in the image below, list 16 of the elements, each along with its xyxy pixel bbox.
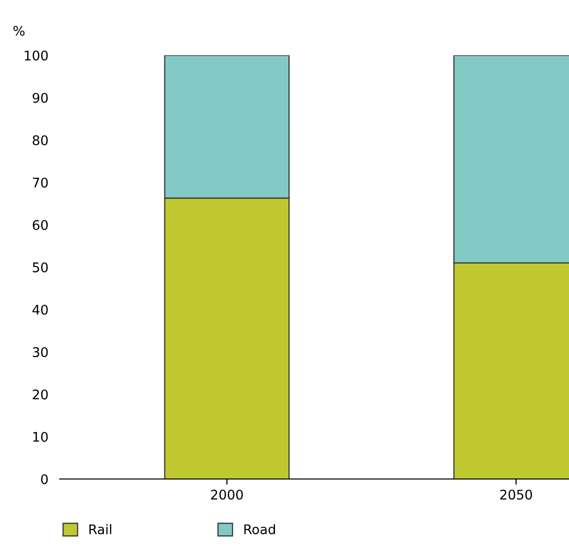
legend-label: Road	[244, 524, 275, 534]
x-tick-label: 2050	[500, 490, 532, 500]
x-tick-label: 2000	[211, 490, 243, 500]
y-tick-label: 20	[32, 389, 48, 400]
y-tick-label: 50	[32, 262, 48, 272]
y-tick-label: 100	[24, 50, 48, 61]
y-tick-label: 0	[41, 474, 48, 484]
y-tick-label: 70	[32, 178, 48, 188]
y-tick-label: 80	[32, 135, 48, 146]
y-tick-label: 30	[32, 347, 48, 358]
y-tick-label: 60	[32, 220, 48, 230]
y-tick-label: 40	[32, 304, 48, 315]
y-tick-label: 90	[32, 92, 48, 103]
y-axis-title: %	[13, 26, 25, 36]
legend-label: Rail	[89, 524, 112, 534]
y-tick-label: 10	[33, 432, 48, 442]
